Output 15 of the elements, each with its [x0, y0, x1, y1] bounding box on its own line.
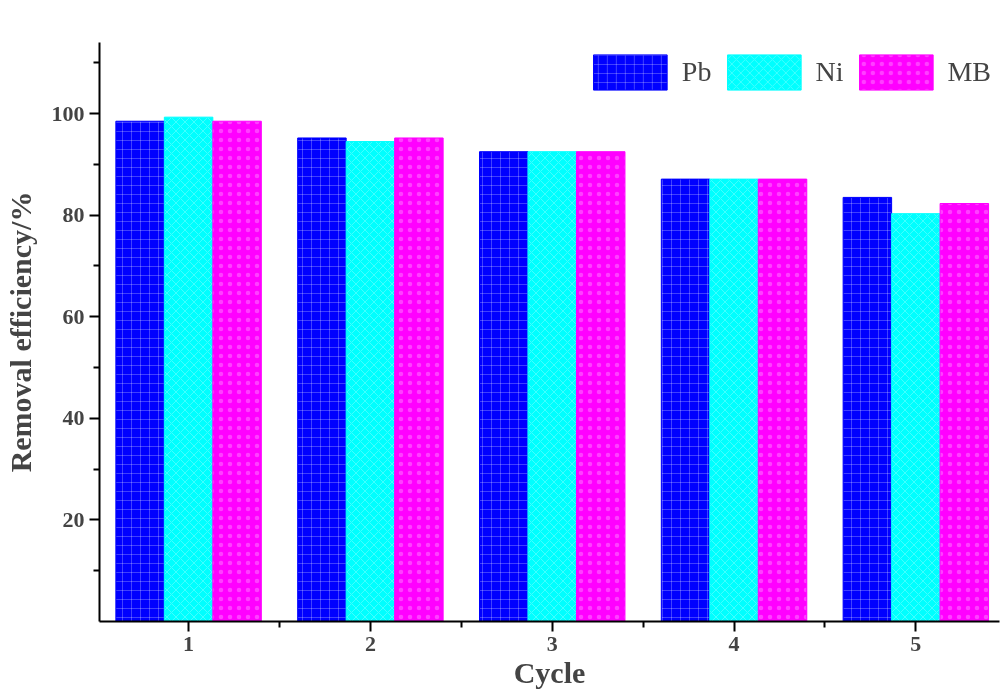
- x-tick-label: 4: [728, 630, 740, 656]
- y-tick-label: 20: [62, 506, 85, 532]
- y-tick-label: 80: [62, 202, 85, 228]
- legend-label: Pb: [681, 56, 712, 88]
- y-tick-label: 40: [62, 405, 85, 431]
- y-axis-title: Removal efficiency/%: [3, 191, 37, 473]
- x-tick-label: 1: [183, 630, 195, 656]
- x-tick-label: 2: [364, 630, 376, 656]
- x-tick-label: 3: [546, 630, 558, 656]
- legend-label: MB: [947, 56, 991, 88]
- x-axis-title: Cycle: [513, 655, 586, 689]
- legend-label: Ni: [815, 56, 844, 88]
- x-tick-label: 5: [910, 630, 922, 656]
- y-tick-label: 100: [51, 100, 85, 126]
- y-tick-label: 60: [62, 303, 85, 329]
